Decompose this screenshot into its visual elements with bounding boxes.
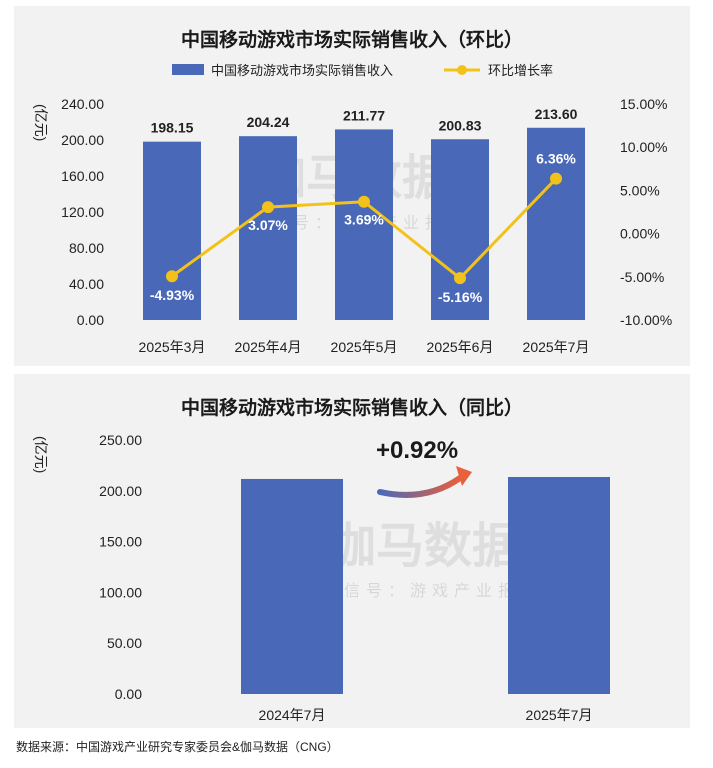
growth-value-label: -4.93% <box>150 287 195 303</box>
bar-value-label: 198.15 <box>151 120 194 136</box>
y-tick-label: 200.00 <box>61 132 104 148</box>
bar-value-label: 200.83 <box>439 117 482 133</box>
growth-arrowhead-icon <box>456 466 472 486</box>
x-tick-label: 2025年4月 <box>235 339 302 355</box>
y-tick-label: 100.00 <box>99 584 142 600</box>
bar-value-label: 211.77 <box>343 107 385 123</box>
growth-point <box>550 172 562 185</box>
growth-point <box>262 201 274 214</box>
bar <box>527 127 585 320</box>
y-tick-label: 0.00 <box>115 686 142 702</box>
bar <box>335 129 393 320</box>
growth-arrow-icon <box>377 475 463 498</box>
y-tick-label: 200.00 <box>99 483 142 499</box>
y2-tick-label: 5.00% <box>620 182 660 198</box>
legend-swatch-bar <box>172 64 204 75</box>
bar-value-label: 204.24 <box>247 114 290 130</box>
bar <box>431 139 489 320</box>
watermark-subtext: 微信号：游戏产业报告 <box>322 582 542 600</box>
chart-panel-mom: 中国移动游戏市场实际销售收入（环比） 中国移动游戏市场实际销售收入 环比增长率 … <box>14 6 690 366</box>
legend-label-line: 环比增长率 <box>488 63 553 78</box>
bar <box>508 476 610 694</box>
chart-panel-yoy: 中国移动游戏市场实际销售收入（同比） (亿元) 伽马数据 微信号：游戏产业报告 … <box>14 374 690 728</box>
mom-chart-marks: 0.00 40.00 80.00 120.00 160.00 200.00 240.00 -1… <box>61 96 672 355</box>
x-tick-label: 2025年7月 <box>526 707 593 723</box>
growth-value-label: 6.36% <box>536 151 576 167</box>
y-tick-label: 120.00 <box>61 204 104 220</box>
y2-tick-label: 15.00% <box>620 96 667 112</box>
chart-title: 中国移动游戏市场实际销售收入（环比） <box>181 28 523 51</box>
x-tick-label: 2025年6月 <box>427 339 494 355</box>
chart-title: 中国移动游戏市场实际销售收入（同比） <box>181 396 523 419</box>
y-tick-label: 40.00 <box>69 276 104 292</box>
yoy-chart-marks: 0.00 50.00 100.00 150.00 200.00 250.00 2024年7月… <box>99 432 610 723</box>
y-tick-label: 250.00 <box>99 432 142 448</box>
yoy-chart: 中国移动游戏市场实际销售收入（同比） (亿元) 伽马数据 微信号：游戏产业报告 … <box>33 396 610 723</box>
y-tick-label: 150.00 <box>99 534 142 550</box>
growth-value-label: 3.69% <box>344 212 384 228</box>
growth-point <box>454 272 466 285</box>
y2-tick-label: -10.00% <box>620 312 672 328</box>
watermark-text: 伽马数据 <box>328 520 520 573</box>
y2-tick-label: 10.00% <box>620 139 667 155</box>
y-tick-label: 160.00 <box>61 168 104 184</box>
x-tick-label: 2025年5月 <box>331 339 398 355</box>
growth-point <box>166 270 178 283</box>
y-axis-label: (亿元) <box>33 104 49 141</box>
legend-marker-line <box>457 65 467 75</box>
mom-chart: 中国移动游戏市场实际销售收入（环比） 中国移动游戏市场实际销售收入 环比增长率 … <box>33 28 672 355</box>
y-tick-label: 80.00 <box>69 240 104 256</box>
growth-point <box>358 195 370 208</box>
x-tick-label: 2025年7月 <box>523 339 590 355</box>
growth-value-label: 3.07% <box>248 217 288 233</box>
y-tick-label: 50.00 <box>107 635 142 651</box>
y-tick-label: 240.00 <box>61 96 104 112</box>
data-source-note: 数据来源：中国游戏产业研究专家委员会&伽马数据（CNG） <box>16 740 339 754</box>
growth-value-label: -5.16% <box>438 289 483 305</box>
legend-label-bar: 中国移动游戏市场实际销售收入 <box>211 63 393 78</box>
bar <box>239 136 297 320</box>
y-tick-label: 0.00 <box>77 312 104 328</box>
growth-annotation: +0.92% <box>376 437 458 464</box>
bar <box>241 478 343 694</box>
y-axis-label: (亿元) <box>33 436 49 473</box>
y2-tick-label: -5.00% <box>620 269 664 285</box>
x-tick-label: 2024年7月 <box>259 707 326 723</box>
bar-value-label: 213.60 <box>535 106 578 122</box>
y2-tick-label: 0.00% <box>620 226 660 242</box>
x-tick-label: 2025年3月 <box>139 339 206 355</box>
bar <box>143 141 201 320</box>
